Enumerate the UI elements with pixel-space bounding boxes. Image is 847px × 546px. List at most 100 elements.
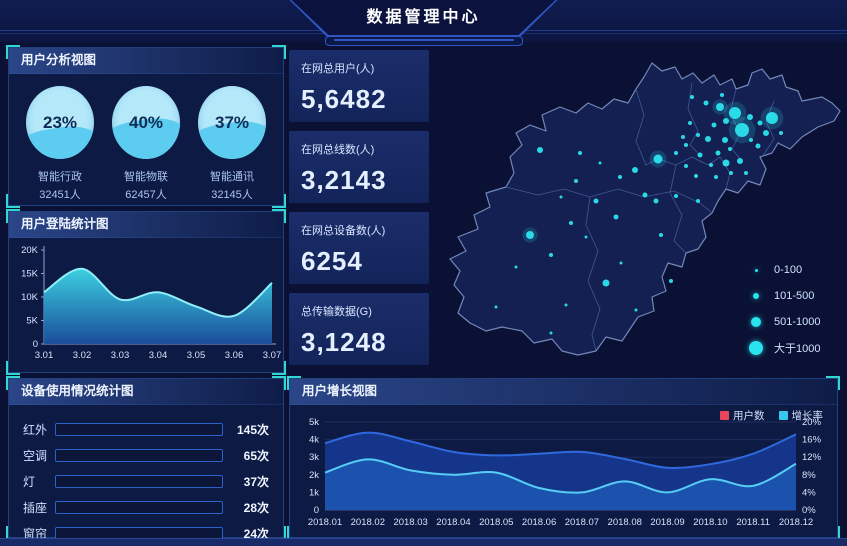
y-axis-left-label: 1k — [309, 487, 319, 498]
y-axis-left-label: 5k — [309, 417, 319, 428]
map-bubble — [688, 121, 692, 125]
panel-title-user-growth: 用户增长视图 — [290, 379, 837, 405]
bar-label: 插座 — [23, 500, 48, 515]
liquid-circle-iot: 40% 智能物联 62457人 — [104, 86, 188, 202]
legend-dot-box — [748, 268, 764, 272]
bar-track — [55, 500, 223, 514]
legend-swatch-growth-rate — [778, 411, 788, 420]
map-bubble — [674, 194, 678, 198]
map-bubble — [715, 150, 721, 156]
users-line — [324, 431, 797, 469]
map-bubble — [711, 122, 717, 128]
map-bubble — [703, 100, 709, 106]
x-axis-label: 3.01 — [35, 350, 54, 361]
map-inner-border — [635, 88, 659, 166]
stat-label: 在网总用户(人) — [301, 63, 375, 75]
growth-area-chart: 0 0% 1k 4% 2k 8% 3k 12% 4k 16% 5k 20% 2018.01 2018.02… — [308, 417, 822, 528]
x-axis-label: 3.07 — [263, 350, 282, 361]
map-bubble — [613, 214, 619, 220]
x-axis-label: 2018.09 — [650, 517, 684, 528]
bar-label: 空调 — [23, 448, 48, 463]
map-inner-border — [761, 100, 775, 158]
y-axis-left-label: 0 — [314, 505, 319, 516]
legend-label: 101-500 — [774, 290, 815, 302]
corner-bracket — [6, 376, 20, 390]
topbar: 数据管理中心 — [0, 0, 847, 46]
map-bubble — [737, 158, 743, 164]
gauge-count: 62457人 — [125, 189, 167, 201]
map-legend-row: 0-100 — [748, 257, 821, 283]
y-axis-right-label: 12% — [802, 452, 822, 463]
legend-label-users: 用户数 — [733, 410, 765, 422]
gauge-percent: 40% — [128, 112, 164, 132]
x-axis-label: 2018.02 — [351, 517, 385, 528]
y-axis-right-label: 16% — [802, 435, 822, 446]
legend-item-users[interactable]: 用户数 — [720, 408, 765, 423]
device-bar-row: 红外 145次 — [23, 416, 269, 442]
corner-bracket — [6, 209, 20, 223]
y-axis-left-label: 2k — [309, 470, 319, 481]
corner-bracket — [272, 194, 286, 208]
x-axis-label: 2018.08 — [608, 517, 642, 528]
map-legend-row: 501-1000 — [748, 309, 821, 335]
map-bubble — [659, 233, 663, 237]
map-bubble — [729, 107, 741, 119]
map-bubble — [514, 265, 518, 269]
liquid-gauge: 37% — [198, 86, 266, 159]
legend-dot-box — [748, 293, 764, 299]
corner-bracket — [6, 45, 20, 59]
map-bubble — [569, 221, 573, 225]
stat-label: 在网总设备数(人) — [301, 225, 386, 237]
map-bubble — [549, 331, 553, 335]
y-axis-label: 15K — [21, 269, 39, 280]
map-legend-row: 101-500 — [748, 283, 821, 309]
map-bubble — [720, 93, 724, 97]
map-bubble — [598, 161, 602, 165]
stat-label: 总传输数据(G) — [301, 306, 372, 318]
stats-column: 在网总用户(人) 5,6482 在网总线数(人) 3,2143 在网总设备数(人… — [289, 50, 429, 374]
map-bubble — [642, 192, 648, 198]
map-bubble — [653, 198, 659, 204]
y-axis-label: 5K — [26, 316, 38, 327]
corner-bracket — [272, 361, 286, 375]
legend-item-growth-rate[interactable]: 增长率 — [778, 408, 824, 423]
map-bubble — [735, 123, 749, 137]
map-bubble — [728, 147, 732, 151]
title-banner-inner: 数据管理中心 — [291, 0, 556, 35]
x-axis-label: 3.03 — [111, 350, 130, 361]
login-area-chart: 0 5K 10K 15K 20K 3.01 3.02 3.03 3.04 3.05 3.06 3.07 — [21, 245, 282, 361]
x-axis-label: 2018.06 — [522, 517, 556, 528]
login-area — [44, 268, 272, 344]
stat-card-total-users: 在网总用户(人) 5,6482 — [289, 50, 429, 122]
map-bubble — [757, 120, 763, 126]
liquid-circle-admin: 23% 智能行政 32451人 — [18, 86, 102, 202]
map-bubble — [779, 131, 783, 135]
x-axis-label: 2018.01 — [308, 517, 342, 528]
map-bubble — [744, 171, 748, 175]
gauge-name: 智能行政 — [38, 171, 82, 183]
map-bubble — [684, 164, 688, 168]
bar-value: 24次 — [243, 526, 269, 541]
stat-value: 3,2143 — [301, 165, 387, 195]
x-axis-label: 3.06 — [225, 350, 244, 361]
x-axis-label: 2018.03 — [393, 517, 427, 528]
corner-bracket — [272, 209, 286, 223]
gauge-percent: 37% — [214, 112, 250, 132]
title-banner: 数据管理中心 — [289, 0, 558, 37]
map-bubble — [729, 171, 733, 175]
y-axis-label: 20K — [21, 245, 39, 256]
x-axis-label: 2018.10 — [693, 517, 727, 528]
legend-dot-box — [748, 317, 764, 327]
legend-label-growth-rate: 增长率 — [791, 410, 824, 422]
map-inner-border — [585, 196, 601, 352]
map-bubble — [602, 279, 610, 287]
legend-dot-box — [748, 341, 764, 355]
map-bubble — [653, 154, 663, 164]
liquid-circle-comm: 37% 智能通讯 32145人 — [190, 86, 274, 202]
map-inner-border — [657, 156, 721, 166]
bar-track — [55, 422, 223, 436]
x-axis-label: 2018.07 — [565, 517, 599, 528]
stat-card-total-devices: 在网总设备数(人) 6254 — [289, 212, 429, 284]
y-axis-right-label: 8% — [802, 470, 816, 481]
